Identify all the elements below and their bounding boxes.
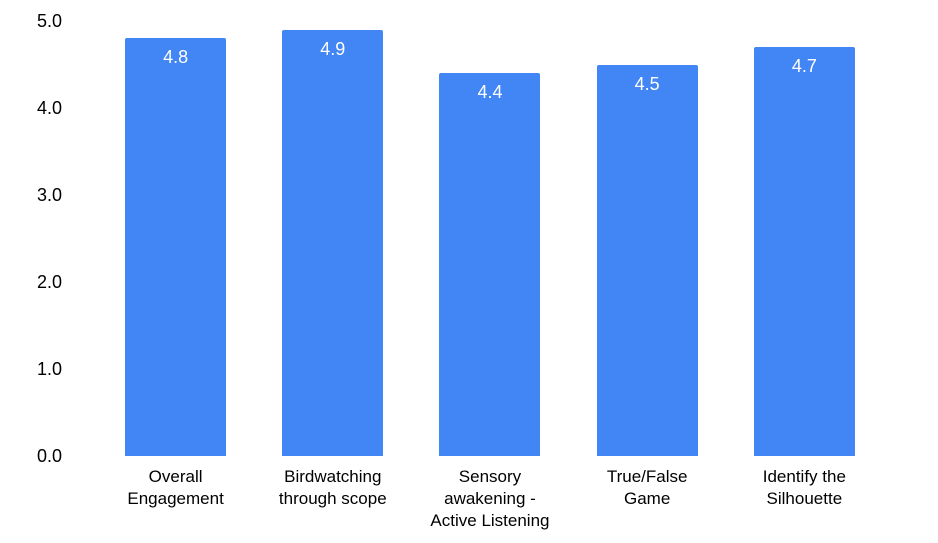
bar-value-label: 4.9 (320, 38, 346, 59)
bar-value-label: 4.8 (163, 47, 189, 68)
bar-birdwatching-through-scope: 4.9 (282, 29, 384, 456)
y-tick-label: 5.0 (36, 11, 62, 31)
bar-value-label: 4.4 (477, 82, 503, 103)
x-tick-label-identify-the-silhouette: Identify the Silhouette (762, 467, 846, 508)
bar-slot: 4.7 (726, 21, 883, 456)
bar-slot: 4.4 (411, 21, 568, 456)
x-tick-label-sensory-awakening-active-listening: Sensory awakening - Active Listening (430, 467, 550, 530)
y-tick-label: 3.0 (36, 185, 62, 205)
bar-slot: 4.9 (254, 21, 411, 456)
bar-value-label: 4.7 (791, 56, 817, 77)
bar-slot: 4.8 (97, 21, 254, 456)
x-tick-label-true-false-game: True/False Game (606, 467, 688, 508)
y-tick-label: 2.0 (36, 272, 62, 292)
x-tick-label-birdwatching-through-scope: Birdwatching through scope (278, 467, 387, 508)
y-tick-label: 0.0 (36, 446, 62, 466)
bar-slot: 4.5 (569, 21, 726, 456)
bar-sensory-awakening-active-listening: 4.4 (439, 73, 541, 456)
x-tick-label-overall-engagement: Overall Engagement (127, 467, 224, 508)
bar-value-label: 4.5 (634, 73, 660, 94)
y-tick-label: 4.0 (36, 98, 62, 118)
x-axis: Overall Engagement Birdwatching through … (97, 466, 883, 532)
bar-identify-the-silhouette: 4.7 (753, 47, 855, 456)
bar-overall-engagement: 4.8 (125, 38, 227, 456)
plot-area: 4.8 4.9 4.4 4.5 4.7 (97, 21, 883, 456)
bar-true-false-game: 4.5 (596, 64, 698, 456)
y-tick-label: 1.0 (36, 359, 62, 379)
